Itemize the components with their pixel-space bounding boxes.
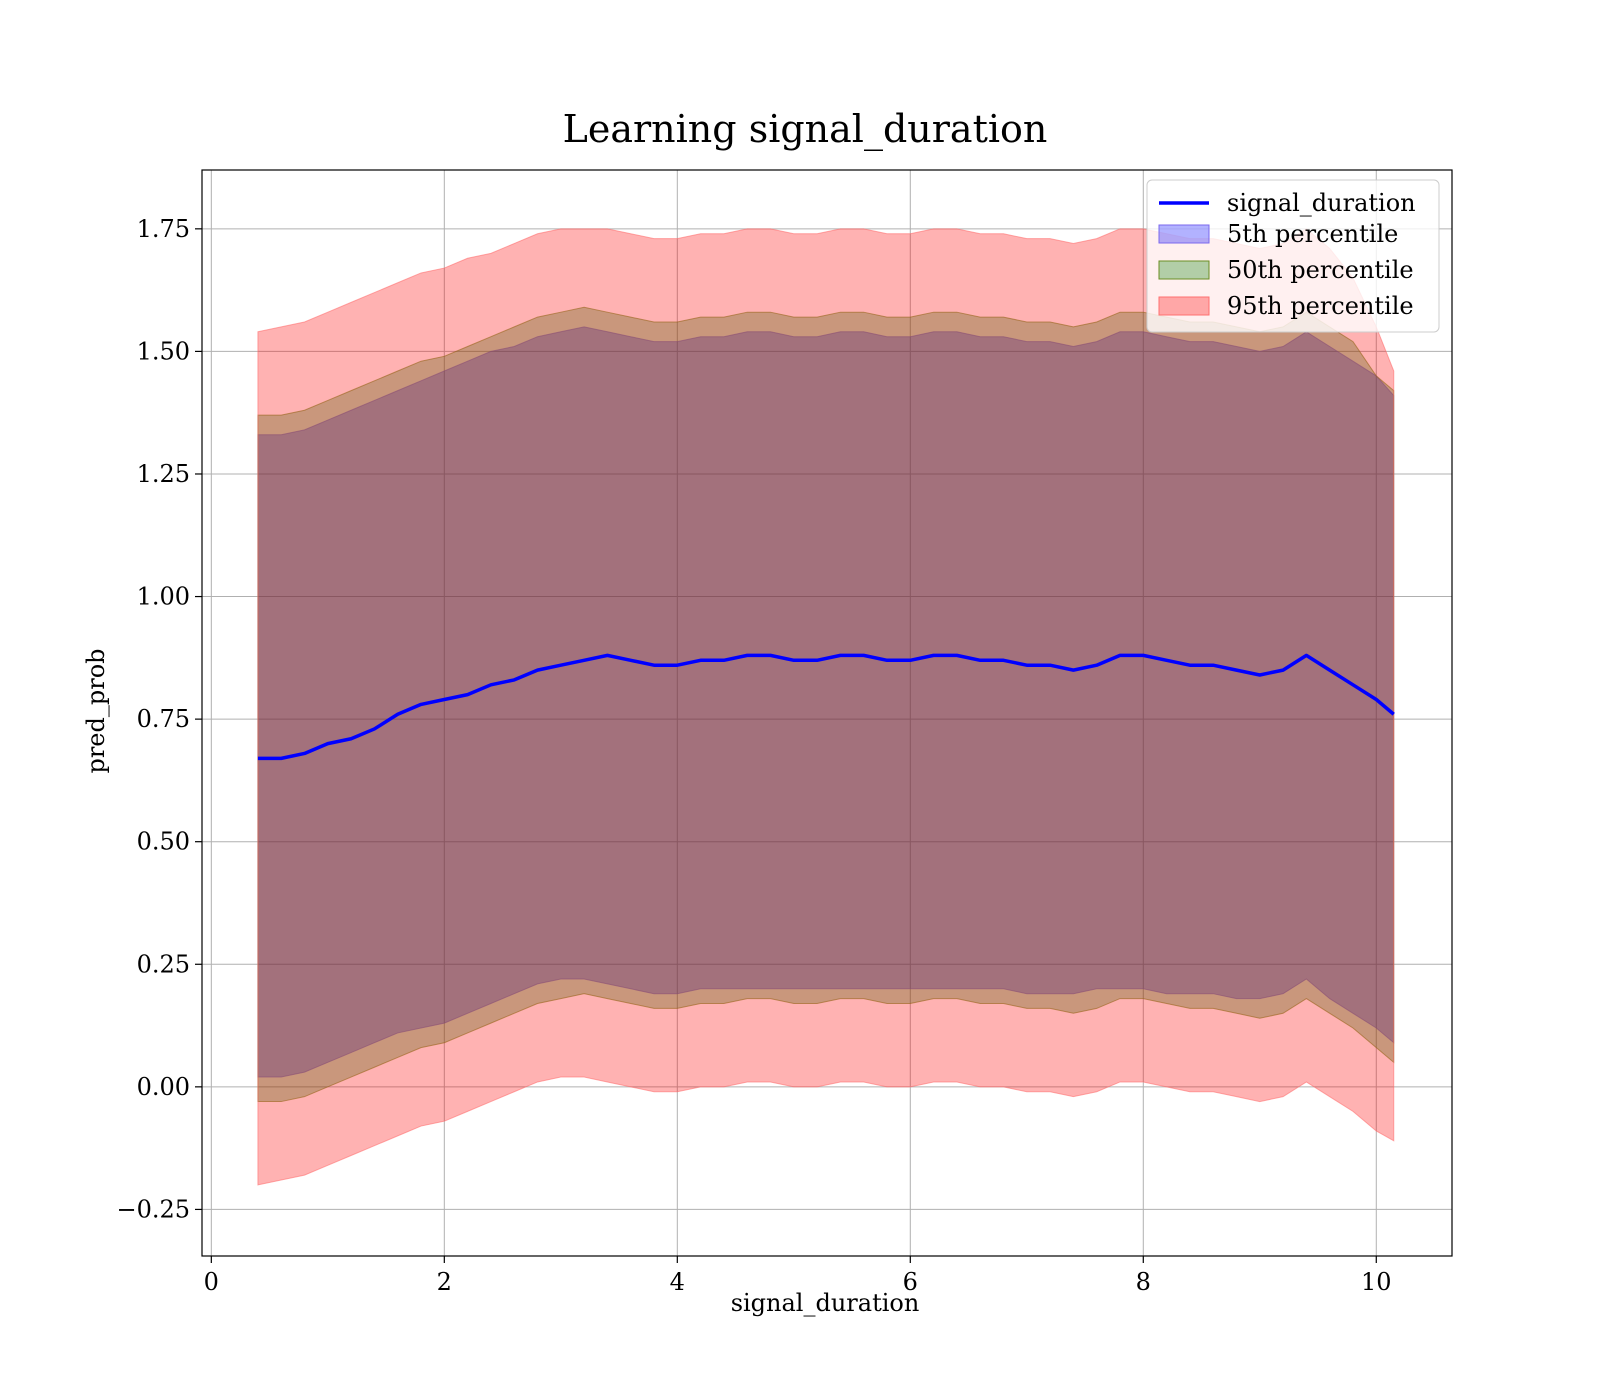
legend-label: 5th percentile <box>1227 220 1398 248</box>
y-tick-label: −0.25 <box>116 1195 190 1223</box>
band-95th-percentile <box>257 228 1395 1186</box>
x-tick-label: 2 <box>437 1268 452 1296</box>
legend-label: 95th percentile <box>1227 292 1414 320</box>
legend-box <box>1146 179 1440 333</box>
percentile-bands <box>257 228 1395 1186</box>
x-tick-label: 10 <box>1361 1268 1392 1296</box>
x-axis-ticks: 0 2 4 6 8 10 <box>204 1256 1392 1296</box>
grid-lines <box>202 170 1452 1256</box>
x-tick-label: 6 <box>903 1268 918 1296</box>
y-tick-label: 1.75 <box>137 215 190 243</box>
y-tick-label: 0.75 <box>137 705 190 733</box>
y-tick-label: 1.25 <box>137 460 190 488</box>
legend-swatch <box>1158 296 1210 316</box>
legend-label: signal_duration <box>1227 189 1416 217</box>
y-tick-label: 0.25 <box>137 950 190 978</box>
legend-swatch <box>1158 260 1210 280</box>
y-tick-label: 1.50 <box>137 337 190 365</box>
x-tick-label: 8 <box>1136 1268 1151 1296</box>
y-tick-label: 0.00 <box>137 1073 190 1101</box>
y-tick-label: 1.00 <box>137 583 190 611</box>
chart-title: Learning signal_duration <box>563 107 1048 152</box>
x-axis-label: signal_duration <box>731 1289 920 1317</box>
plot-frame <box>201 169 1453 1257</box>
x-tick-label: 0 <box>204 1268 219 1296</box>
legend-swatch <box>1158 224 1210 244</box>
y-tick-label: 0.50 <box>137 828 190 856</box>
plot-border <box>201 169 1453 1257</box>
series-line-signal-duration <box>257 653 1395 761</box>
y-axis-label: pred_prob <box>82 648 110 773</box>
y-axis-ticks: −0.25 0.00 0.25 0.50 0.75 1.00 1.25 1.50 1.75 <box>116 215 202 1223</box>
legend-label: 50th percentile <box>1227 256 1414 284</box>
signal-duration-line <box>257 653 1395 761</box>
legend: signal_duration 5th percentile 50th percen… <box>1146 179 1440 333</box>
x-tick-label: 4 <box>670 1268 685 1296</box>
